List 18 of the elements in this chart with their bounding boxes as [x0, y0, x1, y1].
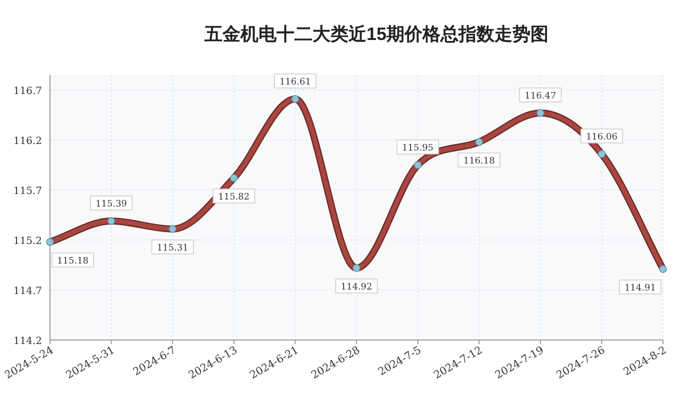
data-label: 115.31 [156, 244, 188, 254]
data-label: 115.39 [96, 200, 128, 210]
data-label: 116.06 [586, 132, 618, 142]
data-label: 116.61 [279, 78, 311, 88]
data-label: 114.91 [624, 284, 656, 294]
data-label: 116.18 [463, 156, 496, 166]
data-label: 115.18 [57, 256, 89, 266]
data-label: 116.47 [524, 92, 556, 102]
chart-title: 五金机电十二大类近15期价格总指数走势图 [203, 24, 549, 44]
y-tick-label: 115.7 [13, 186, 42, 197]
y-tick-label: 116.7 [13, 86, 42, 97]
y-tick-label: 114.2 [13, 336, 42, 347]
data-label: 114.92 [340, 282, 372, 292]
y-tick-label: 115.2 [13, 236, 42, 247]
data-label: 115.95 [402, 144, 434, 154]
data-label: 115.82 [218, 192, 250, 202]
y-tick-label: 116.2 [13, 136, 42, 147]
y-tick-label: 114.7 [13, 286, 42, 297]
